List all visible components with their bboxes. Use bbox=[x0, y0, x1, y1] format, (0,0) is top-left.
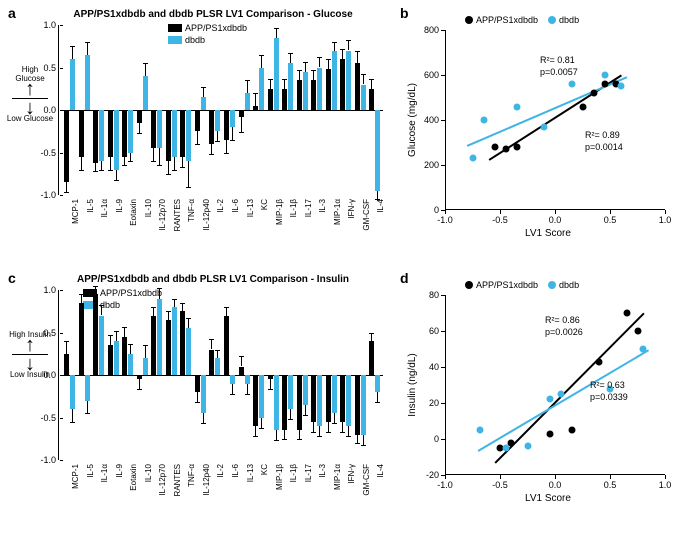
bar-chart: -1.0-0.50.00.51.0MCP-1IL-5IL-1αIL-9Eotax… bbox=[18, 290, 388, 460]
panel-a: a APP/PS1xdbdb and dbdb PLSR LV1 Compari… bbox=[8, 5, 388, 260]
panel-label-b: b bbox=[400, 5, 409, 21]
panel-c: c APP/PS1xdbdb and dbdb PLSR LV1 Compari… bbox=[8, 270, 388, 535]
scatter-chart: -1.0-0.50.00.51.00200400600800 APP/PS1xd… bbox=[445, 30, 665, 210]
panel-label-a: a bbox=[8, 5, 16, 21]
panel-label-d: d bbox=[400, 270, 409, 286]
panel-b: b -1.0-0.50.00.51.00200400600800 APP/PS1… bbox=[400, 5, 680, 260]
chart-title: APP/PS1xdbdb and dbdb PLSR LV1 Compariso… bbox=[58, 9, 368, 20]
chart-title: APP/PS1xdbdb and dbdb PLSR LV1 Compariso… bbox=[58, 274, 368, 285]
bar-chart: -1.0-0.50.00.51.0MCP-1IL-5IL-1αIL-9Eotax… bbox=[18, 25, 388, 195]
panel-d: d -1.0-0.50.00.51.0-20020406080 APP/PS1x… bbox=[400, 270, 680, 535]
scatter-chart: -1.0-0.50.00.51.0-20020406080 APP/PS1xdb… bbox=[445, 295, 665, 475]
panel-label-c: c bbox=[8, 270, 16, 286]
